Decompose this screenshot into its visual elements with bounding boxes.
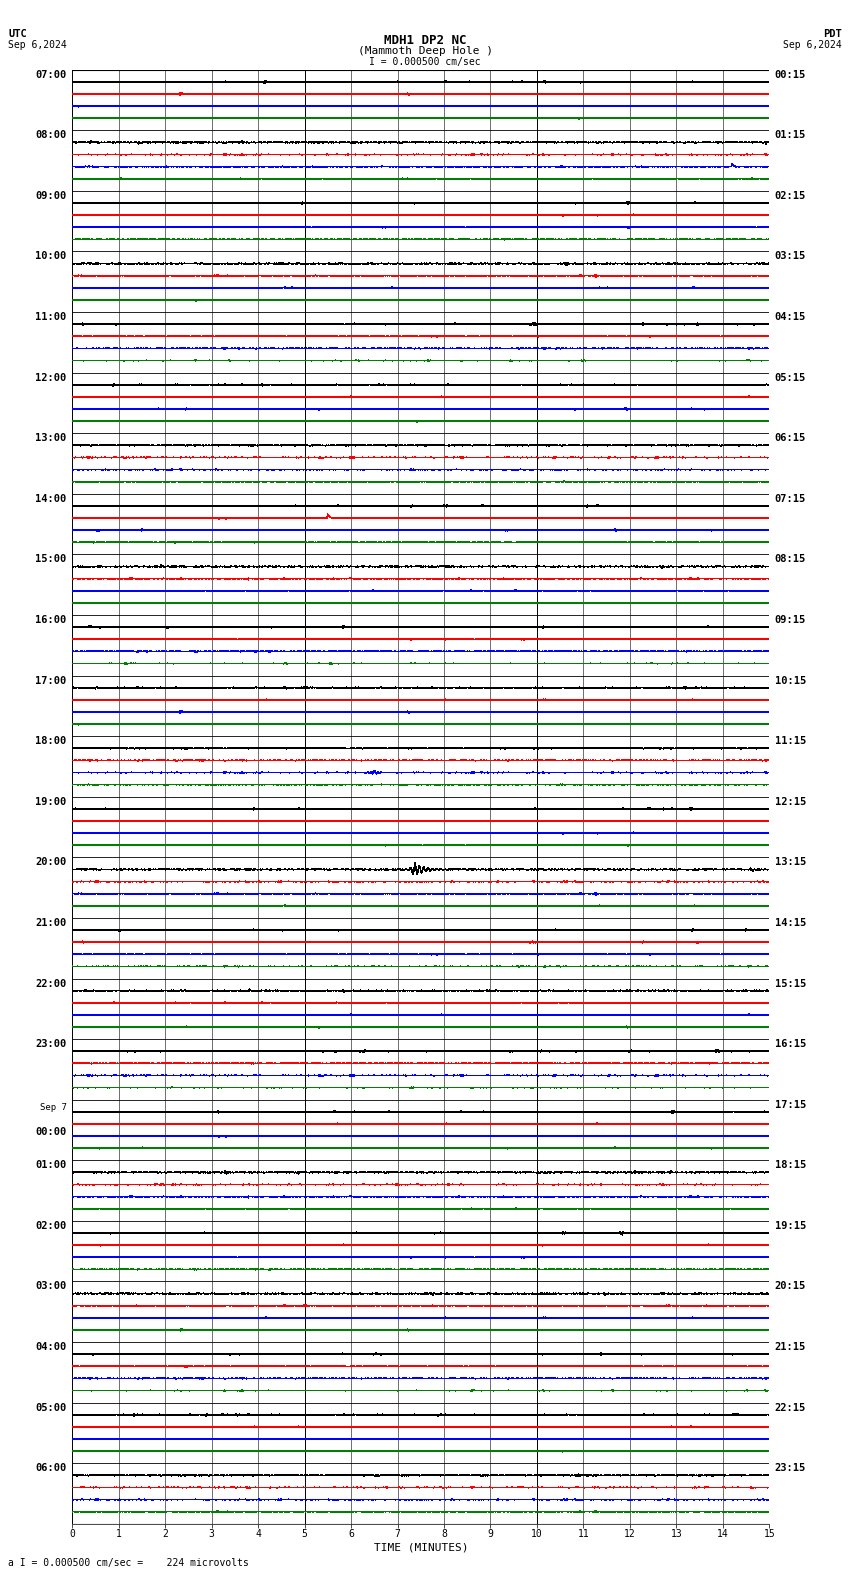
Text: 04:00: 04:00 [36, 1342, 66, 1353]
Text: 23:00: 23:00 [36, 1039, 66, 1049]
Text: 08:00: 08:00 [36, 130, 66, 141]
Text: 21:00: 21:00 [36, 919, 66, 928]
Text: 16:15: 16:15 [775, 1039, 806, 1049]
Text: 13:15: 13:15 [775, 857, 806, 868]
Text: 11:00: 11:00 [36, 312, 66, 322]
Text: 03:15: 03:15 [775, 252, 806, 261]
Text: 11:15: 11:15 [775, 737, 806, 746]
Text: 19:15: 19:15 [775, 1221, 806, 1231]
Text: 05:15: 05:15 [775, 372, 806, 383]
Text: 01:15: 01:15 [775, 130, 806, 141]
Text: 01:00: 01:00 [36, 1159, 66, 1171]
Text: Sep 6,2024: Sep 6,2024 [783, 40, 842, 49]
Text: 09:15: 09:15 [775, 615, 806, 626]
Text: 06:00: 06:00 [36, 1464, 66, 1473]
Text: 10:00: 10:00 [36, 252, 66, 261]
Text: 23:15: 23:15 [775, 1464, 806, 1473]
Text: Sep 7: Sep 7 [40, 1102, 66, 1112]
Text: 09:00: 09:00 [36, 190, 66, 201]
Text: MDH1 DP2 NC: MDH1 DP2 NC [383, 33, 467, 48]
Text: I = 0.000500 cm/sec: I = 0.000500 cm/sec [369, 57, 481, 67]
Text: 18:00: 18:00 [36, 737, 66, 746]
Text: 12:15: 12:15 [775, 797, 806, 806]
Text: 22:15: 22:15 [775, 1403, 806, 1413]
Text: 18:15: 18:15 [775, 1159, 806, 1171]
Text: a I = 0.000500 cm/sec =    224 microvolts: a I = 0.000500 cm/sec = 224 microvolts [8, 1559, 249, 1568]
Text: 16:00: 16:00 [36, 615, 66, 626]
X-axis label: TIME (MINUTES): TIME (MINUTES) [373, 1543, 468, 1552]
Text: 04:15: 04:15 [775, 312, 806, 322]
Text: 00:15: 00:15 [775, 70, 806, 79]
Text: 14:15: 14:15 [775, 919, 806, 928]
Text: 02:00: 02:00 [36, 1221, 66, 1231]
Text: 03:00: 03:00 [36, 1281, 66, 1291]
Text: 12:00: 12:00 [36, 372, 66, 383]
Text: 08:15: 08:15 [775, 554, 806, 564]
Text: 15:15: 15:15 [775, 979, 806, 988]
Text: 17:15: 17:15 [775, 1099, 806, 1110]
Text: 05:00: 05:00 [36, 1403, 66, 1413]
Text: 20:15: 20:15 [775, 1281, 806, 1291]
Text: 20:00: 20:00 [36, 857, 66, 868]
Text: 22:00: 22:00 [36, 979, 66, 988]
Text: 06:15: 06:15 [775, 434, 806, 444]
Text: Sep 6,2024: Sep 6,2024 [8, 40, 67, 49]
Text: 00:00: 00:00 [36, 1126, 66, 1137]
Text: 14:00: 14:00 [36, 494, 66, 504]
Text: 17:00: 17:00 [36, 675, 66, 686]
Text: 07:00: 07:00 [36, 70, 66, 79]
Text: 21:15: 21:15 [775, 1342, 806, 1353]
Text: 02:15: 02:15 [775, 190, 806, 201]
Text: 19:00: 19:00 [36, 797, 66, 806]
Text: 10:15: 10:15 [775, 675, 806, 686]
Text: 07:15: 07:15 [775, 494, 806, 504]
Text: PDT: PDT [823, 29, 842, 38]
Text: 13:00: 13:00 [36, 434, 66, 444]
Text: (Mammoth Deep Hole ): (Mammoth Deep Hole ) [358, 46, 492, 55]
Text: UTC: UTC [8, 29, 27, 38]
Text: 15:00: 15:00 [36, 554, 66, 564]
